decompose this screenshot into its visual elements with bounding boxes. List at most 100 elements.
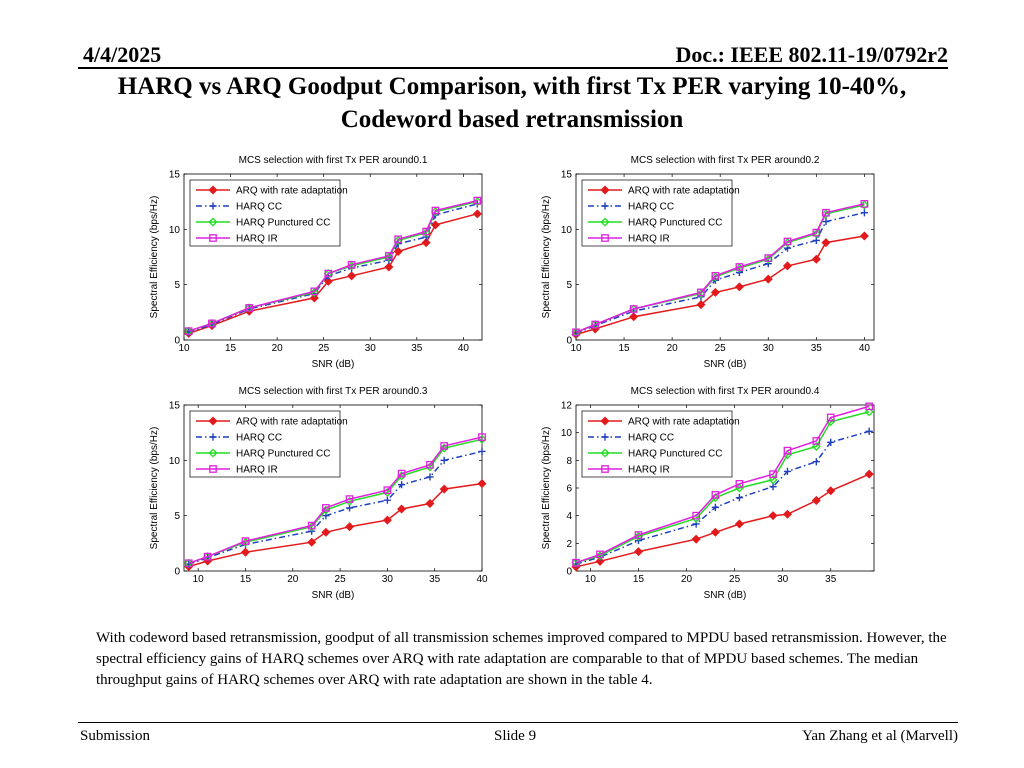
legend-marker — [208, 217, 218, 227]
legend-label: HARQ CC — [236, 433, 282, 444]
data-point — [821, 238, 831, 248]
data-point — [811, 229, 821, 239]
data-point — [397, 471, 407, 481]
legend-label: HARQ IR — [236, 465, 278, 476]
slide-title-line-2: Codeword based retransmission — [340, 106, 684, 133]
data-point — [769, 470, 777, 479]
y-tick-label: 15 — [561, 170, 573, 181]
data-point — [783, 237, 792, 246]
x-axis-label: SNR (dB) — [704, 590, 747, 601]
legend-marker — [209, 465, 217, 473]
data-point — [394, 235, 403, 244]
data-point — [421, 238, 431, 248]
x-tick-label: 40 — [476, 574, 488, 585]
series-line — [575, 411, 870, 564]
data-point — [860, 200, 869, 208]
data-point — [735, 494, 744, 502]
data-point — [324, 269, 333, 278]
legend-marker — [601, 433, 609, 441]
legend-label: HARQ Punctured CC — [628, 449, 722, 460]
data-point — [860, 209, 868, 217]
data-point — [393, 246, 403, 256]
data-point — [697, 288, 705, 297]
x-tick-label: 30 — [763, 343, 775, 354]
legend-marker — [600, 416, 610, 426]
x-tick-label: 15 — [619, 343, 631, 354]
legend-marker — [601, 202, 609, 210]
y-tick-label: 15 — [169, 170, 181, 181]
data-point — [345, 495, 354, 503]
legend-label: ARQ with rate adaptation — [628, 417, 740, 428]
legend-label: HARQ Punctured CC — [236, 218, 330, 229]
series-line — [188, 199, 478, 332]
legend-marker — [600, 217, 610, 227]
series-0 — [184, 479, 487, 572]
series-line — [575, 405, 870, 564]
data-point — [440, 442, 449, 450]
data-point — [347, 271, 357, 281]
legend-marker — [209, 433, 217, 441]
x-tick-label: 15 — [240, 574, 252, 585]
data-point — [426, 460, 434, 469]
x-axis-label: SNR (dB) — [312, 359, 355, 370]
data-point — [782, 261, 793, 271]
series-line — [188, 436, 483, 565]
data-point — [572, 558, 580, 567]
y-tick-label: 10 — [561, 428, 573, 439]
legend-marker — [208, 185, 218, 195]
legend-marker — [600, 448, 610, 458]
legend-marker — [209, 234, 217, 242]
data-point — [812, 437, 821, 445]
data-point — [321, 505, 331, 515]
data-point — [572, 328, 580, 337]
header-divider — [78, 67, 948, 69]
y-tick-label: 6 — [566, 484, 572, 495]
y-tick-label: 0 — [566, 336, 572, 347]
data-point — [734, 282, 744, 292]
data-point — [691, 534, 701, 544]
x-tick-label: 20 — [287, 574, 299, 585]
x-tick-label: 35 — [825, 574, 837, 585]
data-point — [323, 276, 333, 286]
data-point — [241, 537, 250, 545]
series-3 — [184, 433, 486, 568]
data-point — [634, 531, 643, 539]
legend: ARQ with rate adaptation HARQ CC HARQ Punc… — [189, 410, 348, 478]
x-tick-label: 10 — [193, 574, 205, 585]
data-point — [473, 196, 482, 205]
x-tick-label: 40 — [458, 343, 470, 354]
legend-label: HARQ IR — [628, 465, 670, 476]
y-axis-label: Spectral Efficiency (bps/Hz) — [149, 427, 160, 550]
data-point — [426, 473, 434, 481]
x-tick-label: 25 — [318, 343, 330, 354]
data-point — [763, 274, 773, 284]
data-point — [711, 491, 720, 499]
data-point — [439, 484, 449, 494]
chart-svg: MCS selection with first Tx PER around0.… — [149, 386, 488, 601]
x-tick-label: 15 — [225, 343, 237, 354]
y-tick-label: 15 — [169, 401, 181, 412]
data-point — [811, 254, 821, 264]
footer-divider — [78, 722, 958, 723]
y-tick-label: 5 — [174, 511, 180, 522]
data-point — [184, 327, 193, 335]
data-point — [478, 433, 486, 441]
legend: ARQ with rate adaptation HARQ CC HARQ Punc… — [581, 410, 740, 478]
y-tick-label: 10 — [561, 225, 573, 236]
slide-title: HARQ vs ARQ Goodput Comparison, with fir… — [20, 70, 1004, 136]
data-point — [633, 531, 644, 541]
data-point — [710, 527, 720, 537]
data-point — [629, 305, 638, 313]
data-point — [439, 443, 449, 453]
data-point — [472, 209, 482, 219]
legend-marker — [601, 234, 609, 242]
chart-per-0-2: MCS selection with first Tx PER around0.… — [537, 150, 887, 375]
x-axis-label: SNR (dB) — [704, 359, 747, 370]
data-point — [240, 547, 251, 557]
data-point — [397, 504, 407, 514]
data-point — [397, 481, 406, 489]
data-point — [822, 217, 830, 226]
data-point — [763, 254, 773, 264]
y-tick-label: 2 — [566, 539, 572, 550]
y-tick-label: 12 — [561, 401, 573, 412]
